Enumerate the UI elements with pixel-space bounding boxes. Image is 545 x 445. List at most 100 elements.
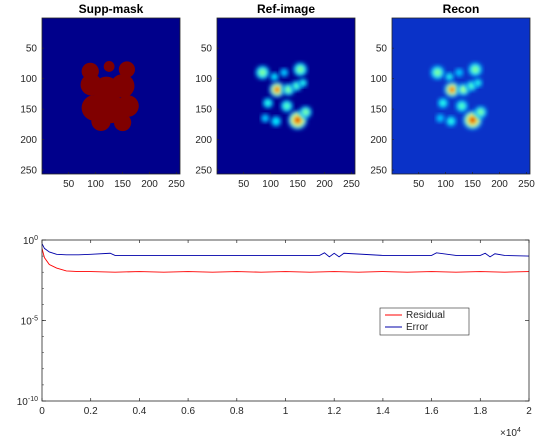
ref-image-blob — [280, 100, 293, 113]
supp-mask-frame — [41, 17, 181, 175]
supp-mask-blob — [118, 61, 135, 78]
recon-xticks: 50 100 150 200 250 — [413, 172, 535, 190]
recon-xtick-label: 100 — [437, 179, 454, 190]
line-xtick-label: 0.8 — [230, 406, 244, 417]
supp-mask-ytick-label: 150 — [20, 105, 37, 116]
supp-mask-ytick-label: 200 — [20, 135, 37, 146]
supp-mask-blob — [113, 113, 132, 132]
recon-blob — [474, 106, 487, 119]
supp-mask-blob — [117, 95, 139, 117]
recon-xtick-label: 150 — [464, 179, 481, 190]
line-xticks: 0 0.2 0.4 0.6 0.8 1 1.2 1.4 1.6 1.8 2 — [39, 240, 532, 417]
supp-mask-xtick-label: 50 — [63, 179, 75, 190]
line-xtick-label: 0.6 — [181, 406, 195, 417]
legend-label-error: Error — [406, 322, 429, 333]
line-xtick-label: 1.4 — [376, 406, 390, 417]
line-yticks: 100 10-5 10-10 — [17, 235, 529, 408]
recon-title: Recon — [443, 2, 480, 16]
supp-mask-ytick-label: 250 — [20, 166, 37, 177]
x-multiplier-exp: 4 — [517, 427, 521, 434]
ref-image-blob — [270, 116, 282, 127]
supp-mask-xtick-label: 250 — [168, 179, 185, 190]
ref-image-background — [217, 18, 355, 174]
ref-image-blob — [255, 65, 270, 80]
legend-label-residual: Residual — [406, 310, 445, 321]
recon-blob — [473, 78, 483, 88]
line-xtick-label: 0.4 — [132, 406, 146, 417]
recon-blob — [445, 72, 454, 82]
recon-blob — [435, 113, 445, 123]
recon-frame — [391, 17, 531, 175]
recon-ytick-label: 100 — [370, 74, 387, 85]
recon-blobs — [430, 62, 487, 130]
ref-image-ytick-label: 150 — [195, 105, 212, 116]
recon-blob — [468, 62, 483, 77]
line-xtick-label: 0.2 — [84, 406, 98, 417]
line-xtick-label: 1.8 — [473, 406, 487, 417]
ref-image-xtick-label: 150 — [289, 179, 306, 190]
ref-image-ytick-label: 50 — [201, 44, 213, 55]
ref-image-title: Ref-image — [257, 2, 315, 16]
ref-image-blob — [282, 83, 295, 96]
line-xtick-label: 1 — [283, 406, 289, 417]
recon-ytick-label: 200 — [370, 135, 387, 146]
legend: Residual Error — [379, 307, 470, 336]
recon-yticks: 50 100 150 200 250 — [370, 44, 394, 177]
recon-blob — [445, 116, 457, 127]
supp-mask-blob — [91, 111, 111, 131]
ref-image-blob — [298, 78, 308, 88]
line-ytick-label: 10-5 — [21, 316, 38, 328]
recon-panel: Recon 50 100 150 200 250 50 100 150 200 250 — [370, 2, 535, 190]
recon-blob — [455, 100, 468, 113]
line-ytick-label: 100 — [23, 235, 38, 247]
recon-xtick-label: 50 — [413, 179, 425, 190]
line-xtick-label: 1.2 — [327, 406, 341, 417]
recon-blob — [444, 81, 460, 98]
recon-ytick-label: 50 — [376, 44, 388, 55]
series-line-residual — [42, 248, 529, 273]
ref-image-ytick-label: 100 — [195, 74, 212, 85]
ref-image-yticks: 50 100 150 200 250 — [195, 44, 219, 177]
recon-ytick-label: 250 — [370, 166, 387, 177]
series-line-error — [42, 243, 529, 258]
ref-image-frame — [216, 17, 356, 175]
line-series-group — [42, 243, 529, 273]
recon-xtick-label: 250 — [518, 179, 535, 190]
line-xtick-label: 2 — [526, 406, 532, 417]
supp-mask-blobs — [80, 61, 139, 132]
ref-image-ytick-label: 250 — [195, 166, 212, 177]
recon-xtick-label: 200 — [491, 179, 508, 190]
ref-image-blob — [269, 81, 285, 98]
ref-image-blobs — [255, 62, 312, 130]
ref-image-xtick-label: 50 — [238, 179, 250, 190]
recon-blob — [454, 68, 464, 77]
convergence-plot: 0 0.2 0.4 0.6 0.8 1 1.2 1.4 1.6 1.8 2 100 10-5 10-10… — [17, 235, 532, 439]
ref-image-xtick-label: 250 — [343, 179, 360, 190]
ref-image-blob — [279, 68, 289, 77]
supp-mask-title: Supp-mask — [79, 2, 144, 16]
ref-image-blob — [293, 62, 308, 77]
line-xtick-label: 0 — [39, 406, 45, 417]
ref-image-blob — [262, 97, 274, 109]
x-multiplier-label: ×104 — [500, 427, 521, 439]
supp-mask-blob — [103, 61, 115, 72]
line-xtick-label: 1.6 — [425, 406, 439, 417]
supp-mask-yticks: 50 100 150 200 250 — [20, 44, 44, 177]
ref-image-ytick-label: 200 — [195, 135, 212, 146]
supp-mask-xtick-label: 100 — [87, 179, 104, 190]
ref-image-xtick-label: 200 — [316, 179, 333, 190]
ref-image-blob — [299, 106, 312, 119]
legend-box — [379, 307, 470, 336]
supp-mask-panel: Supp-mask 50 100 150 200 250 50 100 150 200 250 — [20, 2, 185, 190]
recon-blob — [430, 65, 445, 80]
line-ytick-label: 10-10 — [17, 396, 38, 408]
recon-background — [392, 18, 530, 174]
ref-image-blob — [260, 113, 270, 123]
x-multiplier-base: ×10 — [500, 428, 517, 439]
ref-image-xtick-label: 100 — [262, 179, 279, 190]
supp-mask-xticks: 50 100 150 200 250 — [63, 172, 185, 190]
supp-mask-ytick-label: 50 — [26, 44, 38, 55]
ref-image-xticks: 50 100 150 200 250 — [238, 172, 360, 190]
supp-mask-xtick-label: 200 — [141, 179, 158, 190]
